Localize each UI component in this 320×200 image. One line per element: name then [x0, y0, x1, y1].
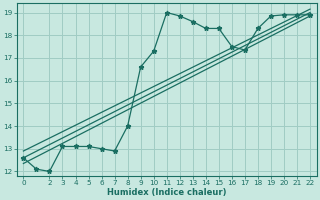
X-axis label: Humidex (Indice chaleur): Humidex (Indice chaleur) [107, 188, 227, 197]
